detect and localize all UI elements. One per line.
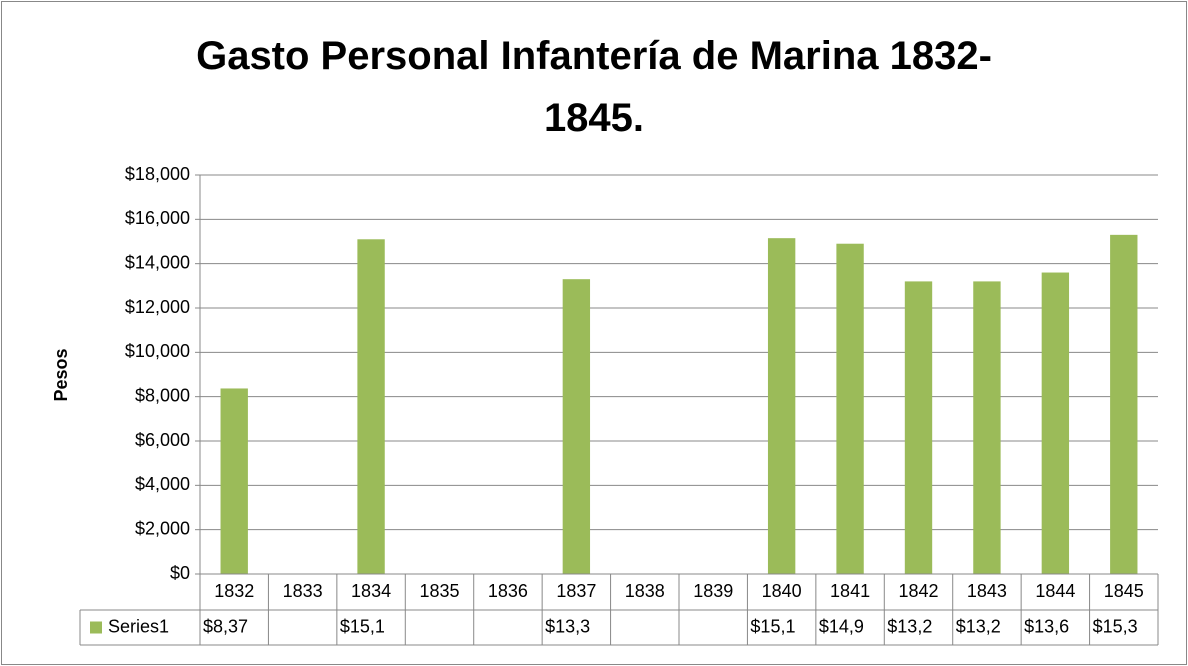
x-tick-label: 1845 (1104, 581, 1144, 601)
bar (767, 238, 796, 575)
y-tick-label: $14,000 (125, 252, 190, 272)
x-tick-label: 1835 (419, 581, 459, 601)
y-tick-label: $6,000 (135, 430, 190, 450)
y-tick-label: $18,000 (125, 164, 190, 184)
data-label: $13,6 (1024, 616, 1069, 636)
data-label: $15,1 (340, 616, 385, 636)
data-label: $14,9 (819, 616, 864, 636)
y-tick-label: $10,000 (125, 341, 190, 361)
data-label: $8,37 (203, 616, 248, 636)
y-tick-label: $8,000 (135, 385, 190, 405)
y-axis-label: Pesos (51, 348, 71, 401)
x-tick-label: 1834 (351, 581, 391, 601)
bar (220, 388, 248, 574)
legend-swatch (90, 621, 102, 634)
bar (1110, 234, 1138, 574)
y-tick-label: $12,000 (125, 297, 190, 317)
x-tick-label: 1832 (214, 581, 254, 601)
legend-label: Series1 (108, 616, 169, 636)
bar (357, 239, 385, 575)
y-tick-label: $4,000 (135, 474, 190, 494)
bar (836, 243, 864, 574)
y-tick-label: $16,000 (125, 208, 190, 228)
y-tick-label: $2,000 (135, 518, 190, 538)
x-tick-label: 1836 (488, 581, 528, 601)
bar (904, 281, 933, 574)
chart-title: Gasto Personal Infantería de Marina 1832… (196, 34, 992, 140)
x-tick-label: 1843 (967, 581, 1007, 601)
x-tick-label: 1841 (830, 581, 870, 601)
x-tick-label: 1840 (762, 581, 802, 601)
data-label: $15,1 (750, 616, 795, 636)
data-label: $15,3 (1093, 616, 1138, 636)
bar (562, 279, 591, 574)
x-tick-label: 1838 (625, 581, 665, 601)
bar (1041, 272, 1070, 574)
y-tick-label: $0 (170, 563, 190, 583)
data-label: $13,3 (545, 616, 590, 636)
data-label: $13,2 (956, 616, 1001, 636)
bar (973, 281, 1001, 574)
data-label: $13,2 (887, 616, 932, 636)
x-tick-label: 1839 (693, 581, 733, 601)
x-tick-label: 1844 (1035, 581, 1075, 601)
x-tick-label: 1842 (898, 581, 938, 601)
x-tick-label: 1837 (556, 581, 596, 601)
x-tick-label: 1833 (283, 581, 323, 601)
